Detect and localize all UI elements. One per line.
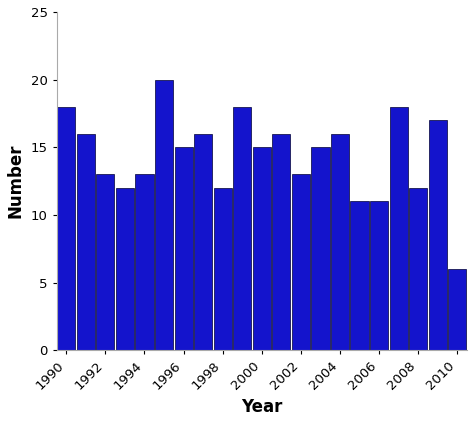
Bar: [409, 188, 427, 350]
Bar: [116, 188, 134, 350]
Bar: [448, 269, 466, 350]
Bar: [331, 134, 349, 350]
Bar: [253, 147, 271, 350]
Bar: [96, 174, 115, 350]
Bar: [390, 107, 408, 350]
Bar: [292, 174, 310, 350]
Bar: [57, 107, 75, 350]
Bar: [136, 174, 154, 350]
Bar: [350, 201, 369, 350]
Bar: [77, 134, 95, 350]
Bar: [214, 188, 232, 350]
Bar: [233, 107, 251, 350]
Bar: [272, 134, 291, 350]
X-axis label: Year: Year: [241, 398, 283, 416]
Bar: [428, 120, 447, 350]
Bar: [155, 80, 173, 350]
Y-axis label: Number: Number: [7, 144, 25, 218]
Bar: [370, 201, 388, 350]
Bar: [311, 147, 329, 350]
Bar: [174, 147, 193, 350]
Bar: [194, 134, 212, 350]
